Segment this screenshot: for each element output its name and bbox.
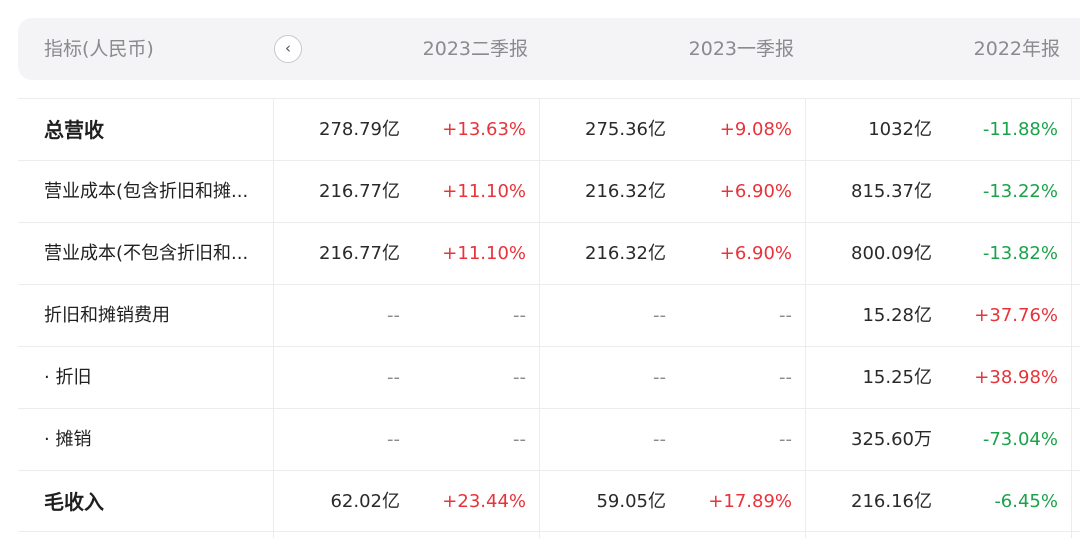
header-indicator-label: 指标(人民币) — [44, 38, 154, 60]
cell-value: 216.77亿 — [319, 181, 400, 202]
cell-change-percent: +17.89% — [708, 491, 792, 512]
cell-change-percent: +23.44% — [442, 491, 526, 512]
cell-value: 278.79亿 — [319, 119, 400, 140]
cell-value: 800.09亿 — [851, 243, 932, 264]
cell-change-percent: +6.90% — [719, 243, 792, 264]
table-row[interactable]: 总营收 278.79亿 +13.63% 275.36亿 +9.08% 1032亿 -11.8… — [18, 98, 1080, 160]
cell-value: 216.32亿 — [585, 243, 666, 264]
row-label: 折旧和摊销费用 — [44, 305, 170, 326]
cell-change-percent: -11.88% — [982, 119, 1058, 140]
cell-change-percent: -6.45% — [994, 491, 1058, 512]
table-row[interactable]: 毛收入 62.02亿 +23.44% 59.05亿 +17.89% 216.16亿 -6.4… — [18, 470, 1080, 532]
table-row[interactable]: 营业成本(不包含折旧和... 216.77亿 +11.10% 216.32亿 +6.90… — [18, 222, 1080, 284]
cell-change-percent: +6.90% — [719, 181, 792, 202]
table-header: 指标(人民币) ‹ 2023二季报 2023一季报 2022年报 — [18, 18, 1080, 80]
back-chevron-icon[interactable]: ‹ — [274, 35, 302, 63]
cell-change-percent: -73.04% — [982, 429, 1058, 450]
cell-change-percent: -13.82% — [982, 243, 1058, 264]
cell-change-percent: +11.10% — [442, 243, 526, 264]
cell-value: 815.37亿 — [851, 181, 932, 202]
cell-value: 216.77亿 — [319, 243, 400, 264]
row-label: 营业成本(不包含折旧和... — [44, 243, 249, 264]
cell-value: 275.36亿 — [585, 119, 666, 140]
cell-value: -- — [387, 429, 400, 450]
cell-value: 15.28亿 — [862, 305, 932, 326]
column-divider — [539, 98, 540, 538]
column-divider — [1071, 98, 1072, 538]
table-row[interactable]: · 折旧 -- -- -- -- 15.25亿 +38.98% — [18, 346, 1080, 408]
cell-change-percent: -- — [513, 367, 526, 388]
table-row[interactable]: · 摊销 -- -- -- -- 325.60万 -73.04% — [18, 408, 1080, 470]
cell-value: 216.32亿 — [585, 181, 666, 202]
row-label: · 折旧 — [44, 367, 92, 388]
column-header-annual-2022[interactable]: 2022年报 — [973, 38, 1060, 60]
cell-value: 216.16亿 — [851, 491, 932, 512]
column-divider — [273, 98, 274, 538]
column-divider — [805, 98, 806, 538]
cell-value: -- — [387, 367, 400, 388]
cell-value: 59.05亿 — [596, 491, 666, 512]
row-label: 营业成本(包含折旧和摊... — [44, 181, 249, 202]
cell-value: -- — [387, 305, 400, 326]
column-header-q1-2023[interactable]: 2023一季报 — [688, 38, 794, 60]
row-label: · 摊销 — [44, 429, 92, 450]
cell-change-percent: +37.76% — [974, 305, 1058, 326]
row-label: 总营收 — [44, 118, 104, 142]
table-row[interactable]: 折旧和摊销费用 -- -- -- -- 15.28亿 +37.76% — [18, 284, 1080, 346]
cell-value: 15.25亿 — [862, 367, 932, 388]
cell-value: -- — [653, 305, 666, 326]
cell-change-percent: +38.98% — [974, 367, 1058, 388]
cell-value: 62.02亿 — [330, 491, 400, 512]
cell-change-percent: -- — [779, 367, 792, 388]
table-row[interactable]: 营业成本(包含折旧和摊... 216.77亿 +11.10% 216.32亿 +6.90… — [18, 160, 1080, 222]
cell-change-percent: -- — [779, 305, 792, 326]
cell-value: 1032亿 — [868, 119, 932, 140]
cell-value: -- — [653, 367, 666, 388]
cell-change-percent: +9.08% — [719, 119, 792, 140]
cell-change-percent: -13.22% — [982, 181, 1058, 202]
cell-change-percent: -- — [779, 429, 792, 450]
cell-change-percent: -- — [513, 429, 526, 450]
row-label: 毛收入 — [44, 490, 104, 514]
cell-value: 325.60万 — [851, 429, 932, 450]
column-header-q2-2023[interactable]: 2023二季报 — [422, 38, 528, 60]
cell-change-percent: -- — [513, 305, 526, 326]
cell-change-percent: +11.10% — [442, 181, 526, 202]
cell-value: -- — [653, 429, 666, 450]
cell-change-percent: +13.63% — [442, 119, 526, 140]
